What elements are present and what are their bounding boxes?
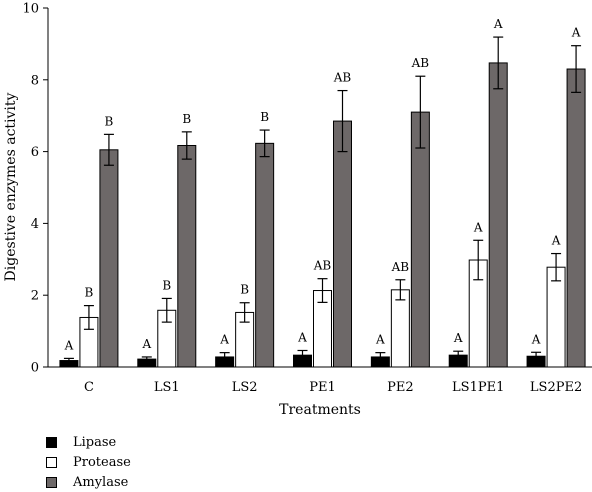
x-tick-label: PE2 <box>387 380 414 395</box>
significance-letter: A <box>141 337 151 351</box>
legend-swatch-lipase <box>46 436 57 448</box>
significance-letter: B <box>182 112 191 126</box>
significance-letter: B <box>85 286 94 300</box>
legend-label-protease: Protease <box>73 454 131 470</box>
significance-letter: A <box>473 220 483 234</box>
significance-letter: A <box>571 26 581 40</box>
y-tick-label: 0 <box>31 361 39 376</box>
significance-letter: AB <box>333 71 352 85</box>
bar-amylase <box>177 144 197 368</box>
bar-amylase <box>255 142 275 368</box>
x-tick-label: LS1 <box>154 380 180 395</box>
y-tick-label: 6 <box>31 145 39 160</box>
x-tick-label: C <box>84 380 94 395</box>
x-tick-label: LS1PE1 <box>452 380 504 395</box>
significance-letter: A <box>64 338 74 352</box>
bar-amylase <box>410 111 430 368</box>
legend-item-protease: Protease <box>46 452 131 472</box>
legend-item-lipase: Lipase <box>46 432 131 452</box>
significance-letter: AB <box>411 56 430 70</box>
legend-label-lipase: Lipase <box>73 434 117 450</box>
y-tick-label: 8 <box>31 73 39 88</box>
significance-letter: A <box>493 17 503 31</box>
x-axis-label: Treatments <box>279 402 361 418</box>
significance-letter: A <box>453 331 463 345</box>
significance-letter: B <box>105 114 114 128</box>
x-tick-label: LS2PE2 <box>530 380 582 395</box>
y-tick-label: 10 <box>22 2 39 17</box>
y-tick-label: 4 <box>31 217 39 232</box>
bar-protease <box>390 289 410 368</box>
x-tick-label: PE1 <box>309 380 336 395</box>
x-tick-label: LS2 <box>232 380 258 395</box>
y-tick-label: 2 <box>31 289 39 304</box>
axes-group: 0 2 4 6 8 10 C LS1 LS2 PE1 PE2 LS1PE1 LS2PE2 <box>22 2 592 395</box>
significance-letter: AB <box>313 259 332 273</box>
y-axis-label: Digestive enzymes activity <box>3 92 19 281</box>
bar-amylase <box>566 68 586 368</box>
legend-label-amylase: Amylase <box>73 474 129 490</box>
bar-amylase <box>488 62 508 368</box>
bar-amylase <box>333 120 352 368</box>
significance-letter: A <box>375 333 385 347</box>
bar-amylase <box>99 149 119 368</box>
bar-protease <box>546 266 566 368</box>
legend-item-amylase: Amylase <box>46 472 131 492</box>
significance-letter: B <box>162 278 171 292</box>
significance-letter: A <box>551 234 561 248</box>
legend-swatch-protease <box>46 456 57 468</box>
legend: Lipase Protease Amylase <box>46 432 131 492</box>
significance-letter: AB <box>391 260 410 274</box>
significance-letter: B <box>240 283 249 297</box>
significance-letter: B <box>260 110 269 124</box>
legend-swatch-amylase <box>46 476 57 488</box>
significance-letter: A <box>531 332 541 346</box>
significance-letter: A <box>297 330 307 344</box>
significance-letter: A <box>219 333 229 347</box>
